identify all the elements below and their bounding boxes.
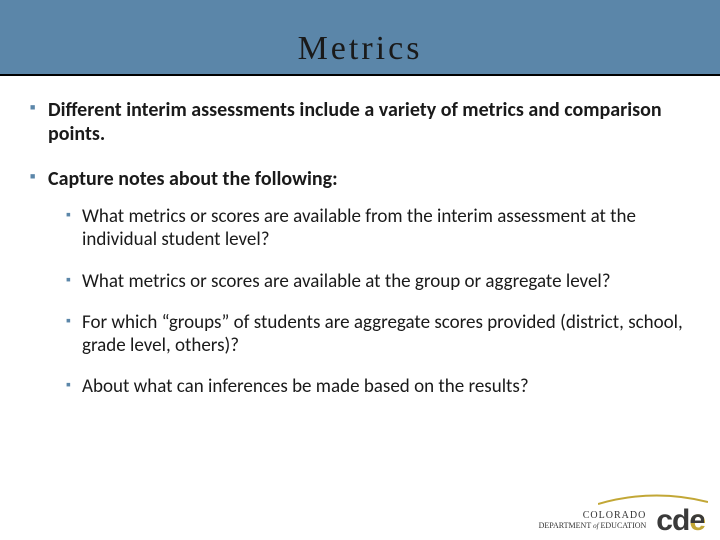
list-item-text: What metrics or scores are available fro… [82,205,636,251]
slide-title: Metrics [0,30,720,68]
list-item: Capture notes about the following: What … [30,167,690,398]
list-item: What metrics or scores are available at … [66,270,690,293]
sub-list: What metrics or scores are available fro… [48,205,690,398]
list-item-text: For which “groups” of students are aggre… [82,311,683,357]
bullet-list: Different interim assessments include a … [30,98,690,398]
footer-line2: DEPARTMENT of EDUCATION [539,522,647,530]
list-item-text: About what can inferences be made based … [82,375,529,398]
list-item-text: What metrics or scores are available at … [82,270,611,293]
footer: COLORADO DEPARTMENT of EDUCATION c d e [539,510,704,533]
list-item: About what can inferences be made based … [66,375,690,398]
list-item-text: Capture notes about the following: [48,167,338,191]
list-item-text: Different interim assessments include a … [48,98,662,146]
content-area: Different interim assessments include a … [0,76,720,398]
footer-dept-text: COLORADO DEPARTMENT of EDUCATION [539,511,647,530]
list-item: For which “groups” of students are aggre… [66,311,690,357]
title-band: Metrics [0,0,720,74]
cde-logo-icon: c d e [656,510,704,533]
list-item: Different interim assessments include a … [30,98,690,147]
list-item: What metrics or scores are available fro… [66,205,690,251]
